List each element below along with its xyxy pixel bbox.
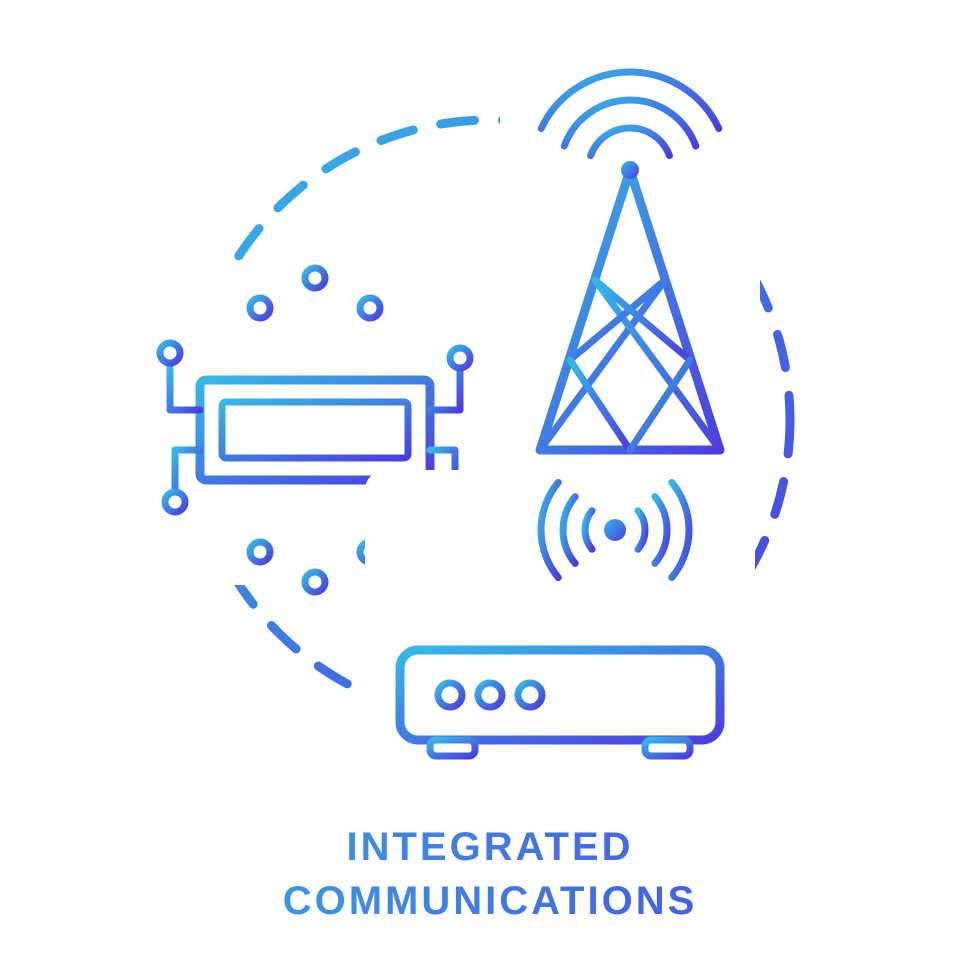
radio-tower-icon <box>500 55 760 465</box>
caption-text: INTEGRATED COMMUNICATIONS <box>0 820 980 928</box>
infographic-canvas: INTEGRATED COMMUNICATIONS <box>0 0 980 980</box>
router-icon <box>365 470 755 770</box>
